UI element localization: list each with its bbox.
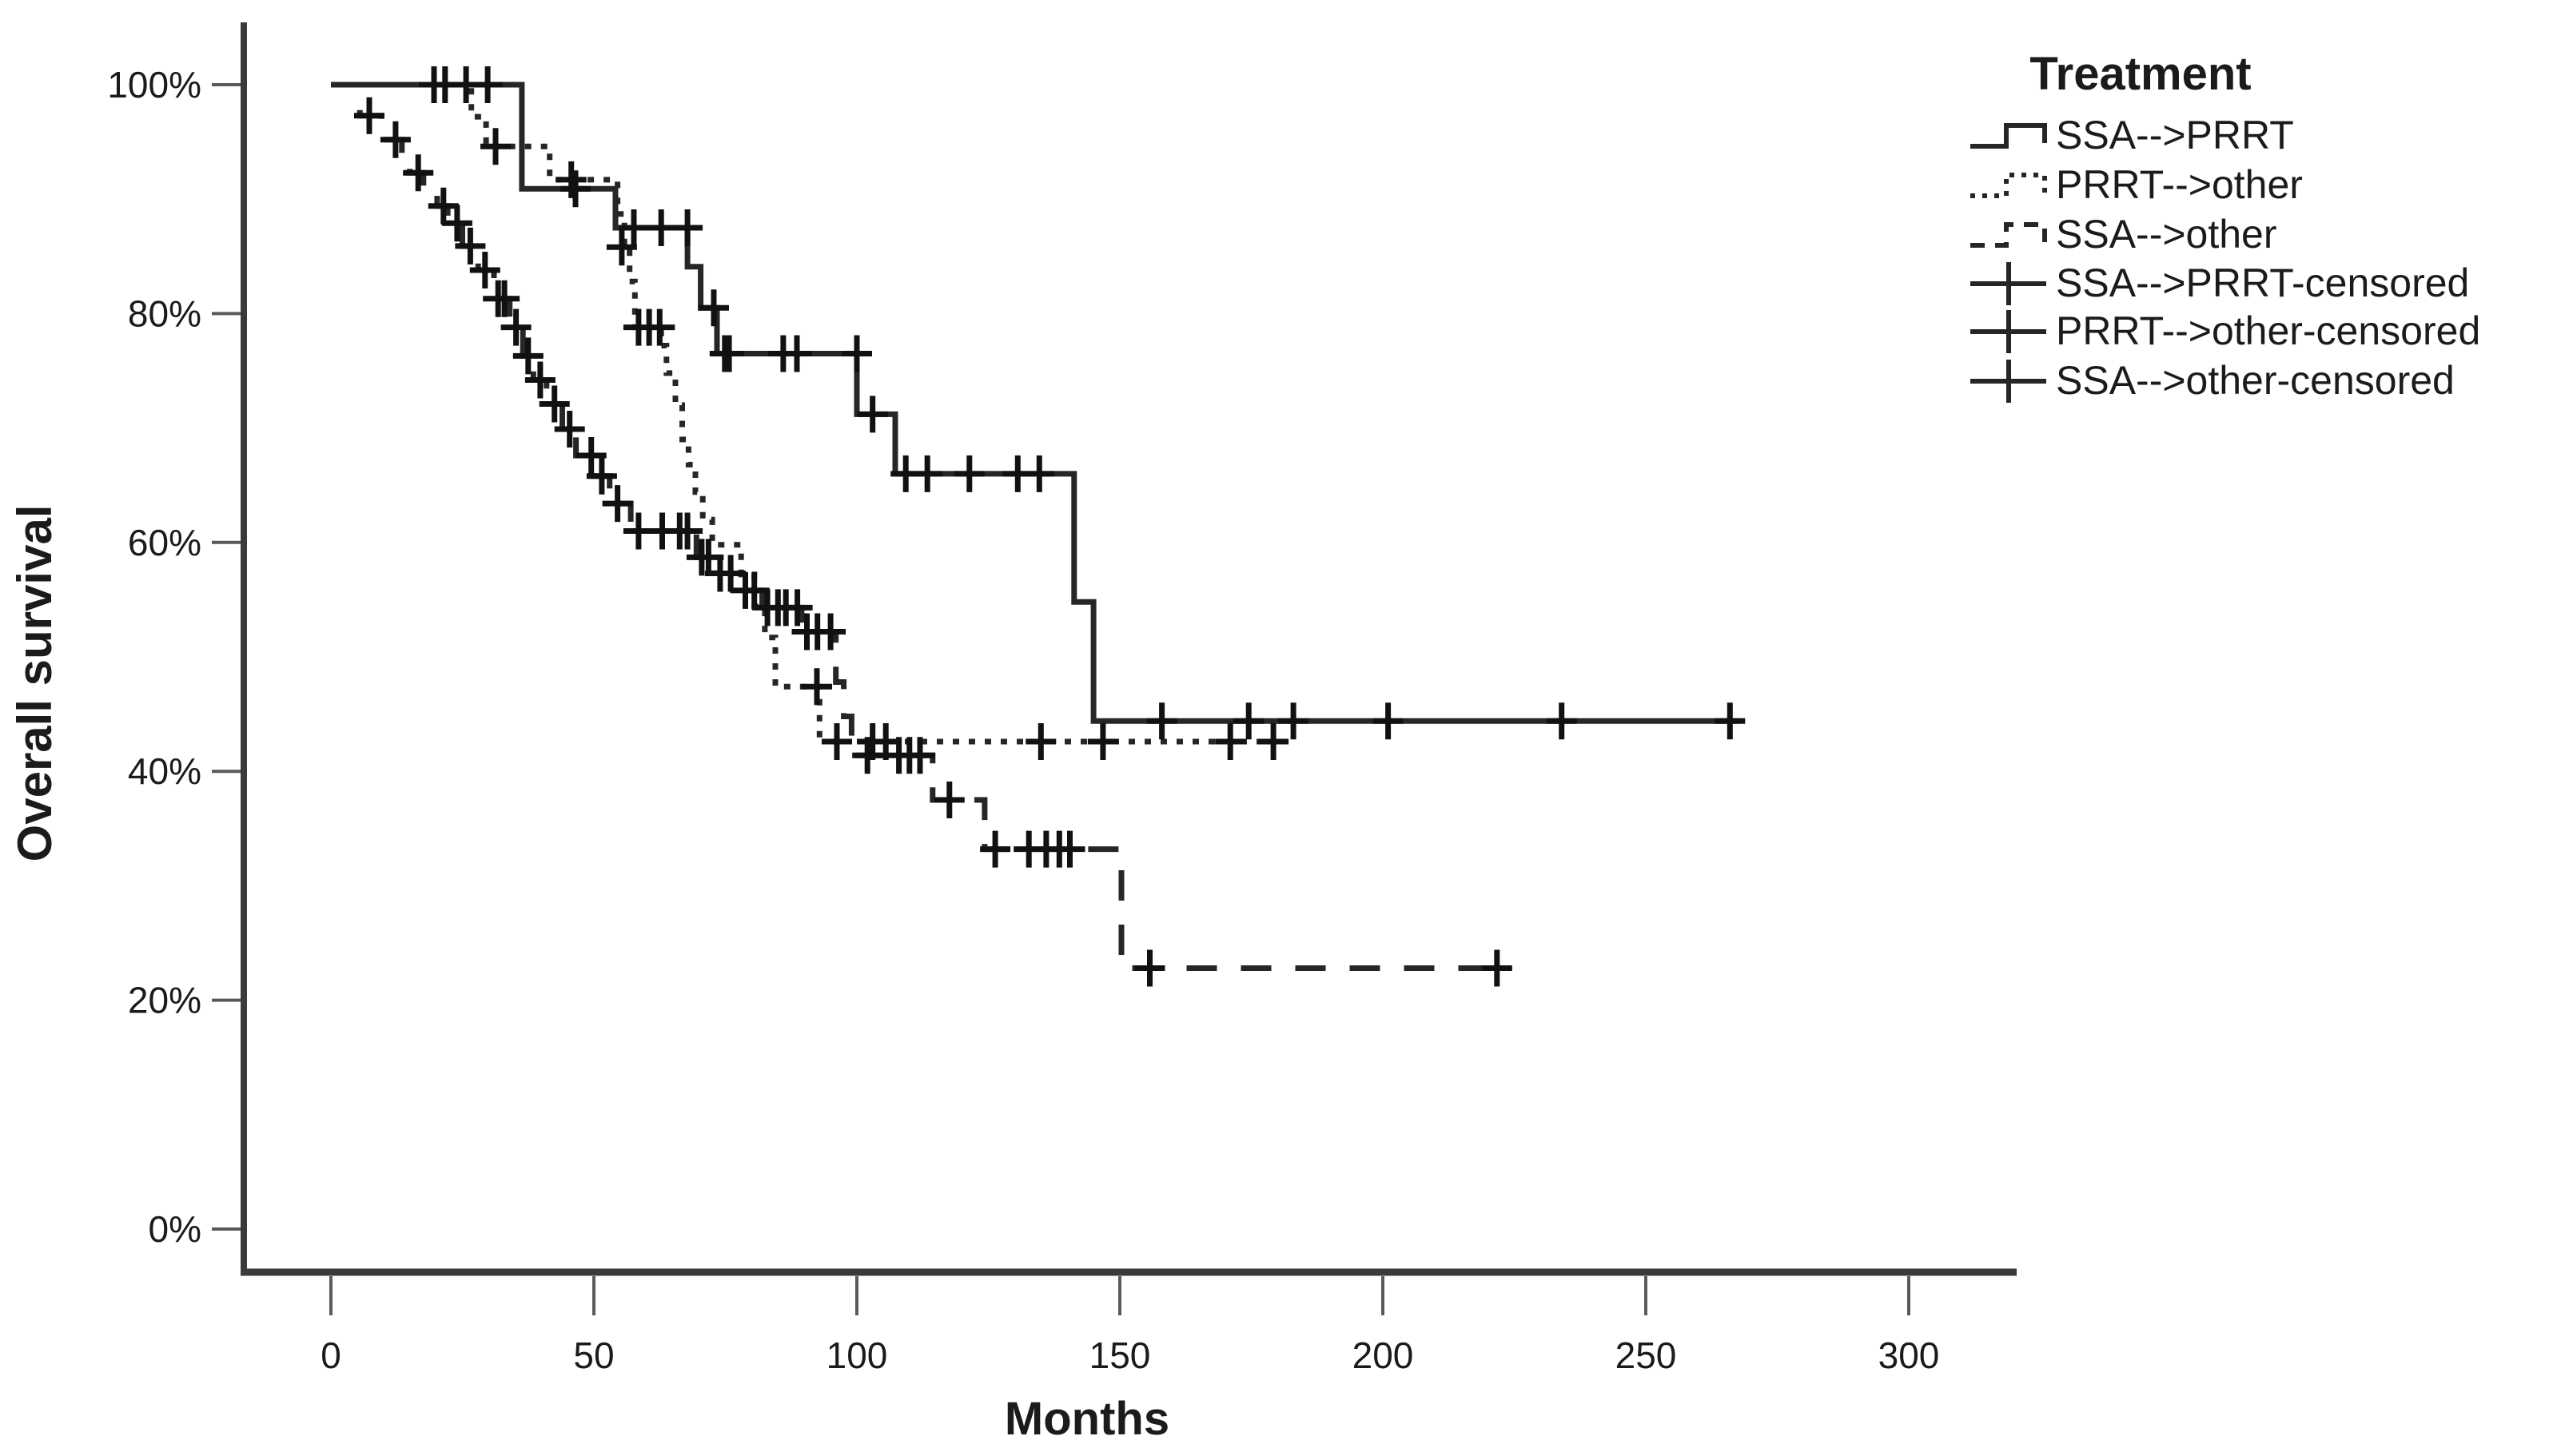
legend-item-label: SSA-->PRRT (2056, 113, 2294, 157)
legend-item: SSA-->other-censored (1970, 358, 2455, 403)
legend-glyph-solid-step-icon (1970, 123, 2047, 149)
x-tick-label: 200 (1352, 1335, 1414, 1376)
censor-marks-ssa-other (354, 97, 1512, 987)
censor-marks-ssa-prrt (419, 66, 1746, 740)
legend-step-sample (1970, 123, 2047, 149)
legend-glyph-dotted-step-icon (1970, 173, 2047, 198)
legend-item-label: SSA-->PRRT-censored (2056, 261, 2469, 305)
x-tick-label: 150 (1089, 1335, 1151, 1376)
legend-glyph-censor-plus-icon (1970, 360, 2046, 403)
y-tick-label: 100% (107, 64, 201, 105)
x-tick-label: 250 (1615, 1335, 1677, 1376)
legend-glyph-censor-plus-icon (1970, 310, 2046, 353)
y-tick-label: 0% (149, 1208, 201, 1250)
legend-item: SSA-->PRRT (1970, 113, 2294, 157)
legend-step-sample (1970, 173, 2047, 198)
y-tick-label: 20% (128, 980, 201, 1021)
censor-marks (354, 66, 1746, 987)
legend-item-label: SSA-->other-censored (2056, 358, 2455, 403)
legend-glyph-dashed-step-icon (1970, 222, 2047, 248)
legend: Treatment SSA-->PRRT PRRT-->other SSA-->… (1970, 48, 2480, 403)
y-tick-label: 60% (128, 522, 201, 563)
legend-step-sample (1970, 222, 2047, 248)
survival-curve-ssa-other (331, 82, 1497, 971)
censor-marks-prrt-other (480, 128, 1289, 760)
legend-title: Treatment (2029, 48, 2251, 100)
x-tick-label: 0 (321, 1335, 341, 1376)
legend-item: SSA-->PRRT-censored (1970, 261, 2469, 305)
legend-item-label: PRRT-->other (2056, 162, 2303, 207)
legend-item-label: SSA-->other (2056, 212, 2277, 257)
x-tick-label: 50 (573, 1335, 614, 1376)
x-axis-title: Months (1005, 1393, 1169, 1445)
x-tick-label: 300 (1878, 1335, 1940, 1376)
legend-item-label: PRRT-->other-censored (2056, 308, 2480, 353)
legend-item: PRRT-->other (1970, 162, 2303, 207)
legend-item: PRRT-->other-censored (1970, 308, 2480, 353)
tick-labels: 100% 80% 60% 40% 20% 0% 0 50 100 150 200… (107, 64, 1939, 1376)
y-axis-title: Overall survival (8, 505, 62, 862)
y-tick-label: 80% (128, 292, 201, 334)
legend-glyph-censor-plus-icon (1970, 262, 2046, 305)
legend-item: SSA-->other (1970, 212, 2277, 257)
y-tick-label: 40% (128, 750, 201, 792)
survival-curve-ssa-prrt (331, 82, 1739, 724)
axes (212, 22, 2017, 1315)
x-tick-label: 100 (826, 1335, 888, 1376)
